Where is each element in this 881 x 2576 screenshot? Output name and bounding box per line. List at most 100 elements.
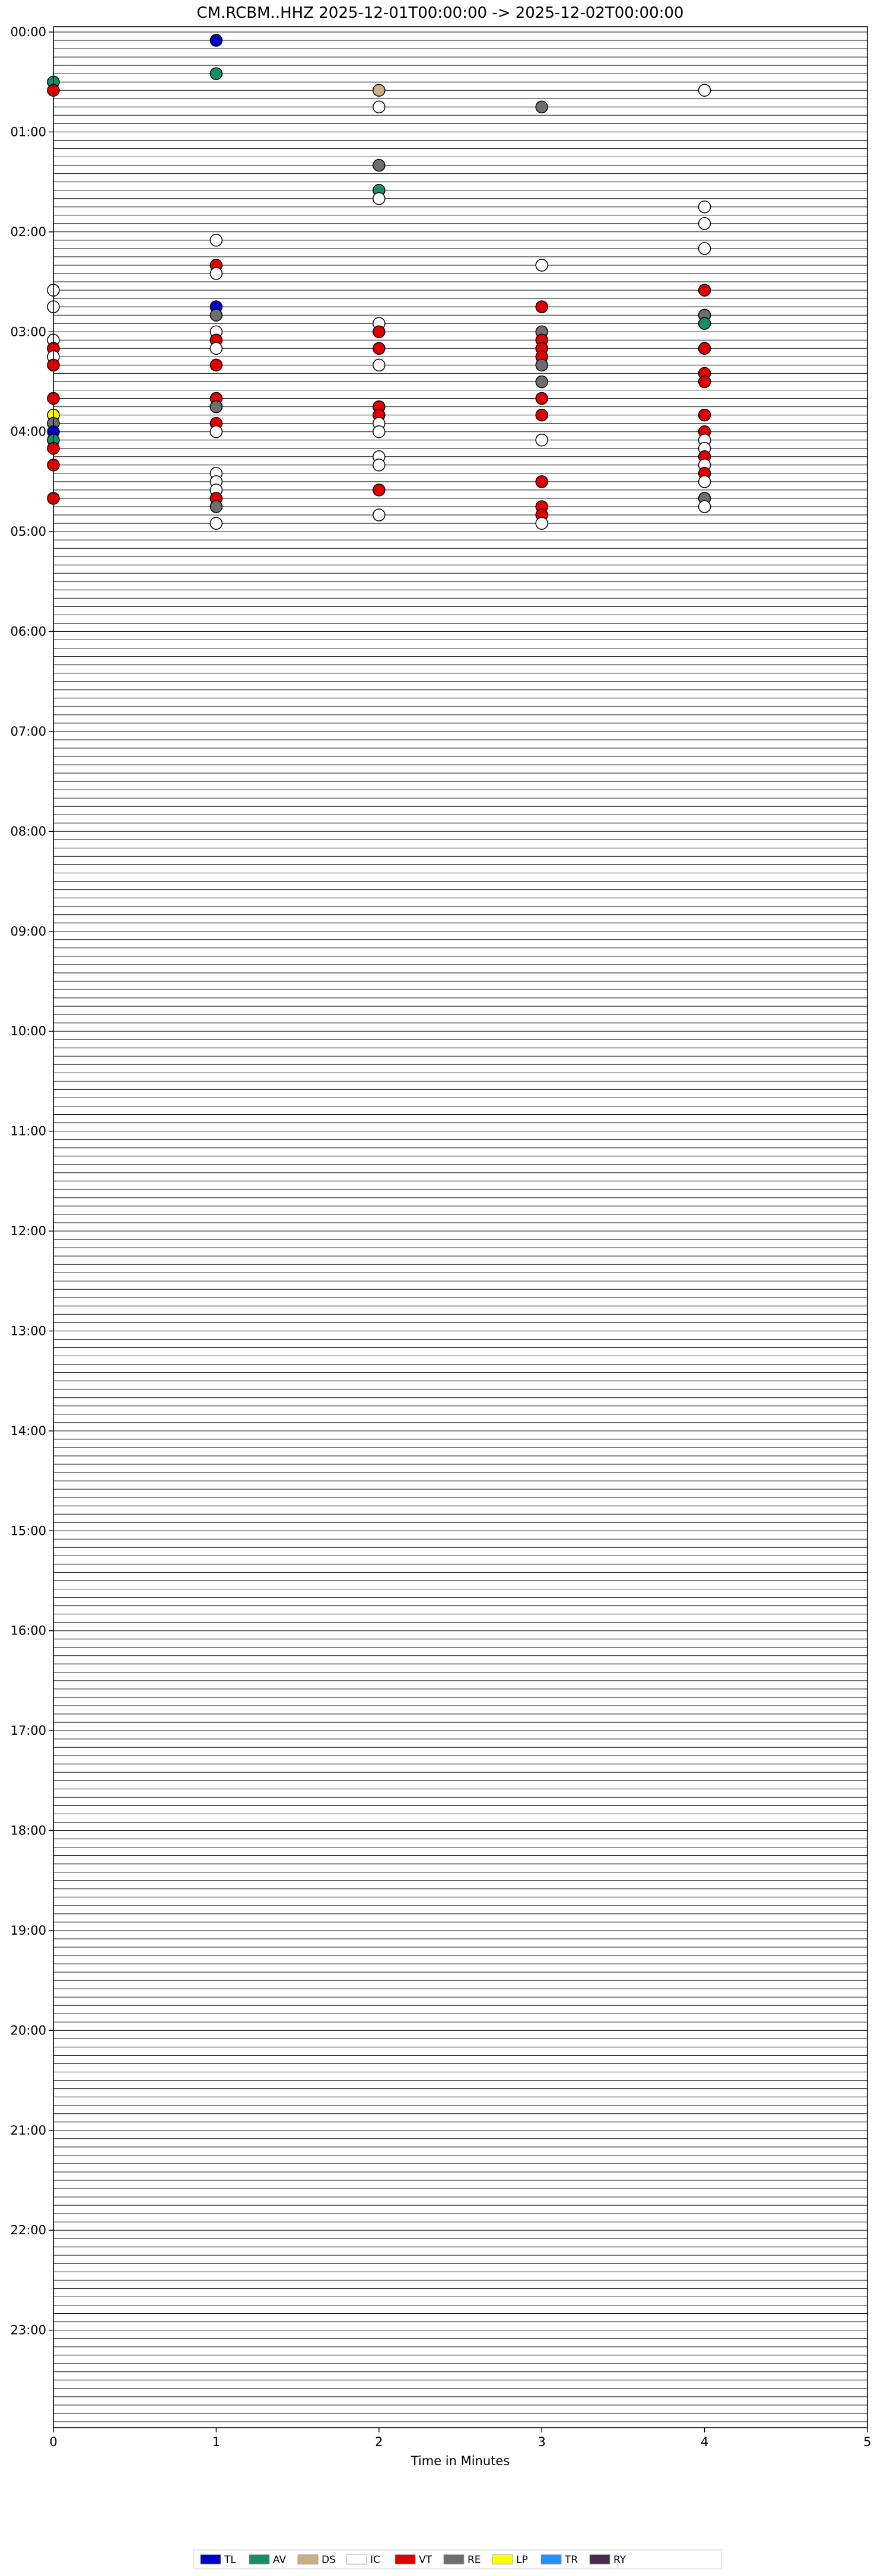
legend-swatch xyxy=(492,2554,513,2565)
y-tick-label: 01:00 xyxy=(10,125,46,139)
legend-label: TL xyxy=(224,2554,236,2566)
event-marker-ic xyxy=(535,517,548,530)
legend-swatch xyxy=(249,2554,270,2565)
legend-label: AV xyxy=(273,2554,287,2566)
y-tick-label: 12:00 xyxy=(10,1224,46,1238)
legend-swatch xyxy=(589,2554,610,2565)
legend-label: IC xyxy=(370,2554,380,2566)
y-tick-label: 22:00 xyxy=(10,2223,46,2237)
y-tick-label: 04:00 xyxy=(10,425,46,439)
event-marker-ic xyxy=(373,100,386,114)
event-marker-re xyxy=(209,400,223,414)
y-tick-label: 00:00 xyxy=(10,25,46,39)
event-marker-ic xyxy=(209,234,223,247)
event-marker-ic xyxy=(373,192,386,205)
event-marker-ic xyxy=(535,433,548,447)
event-marker-vt xyxy=(698,342,711,355)
x-tick-label: 1 xyxy=(212,2435,220,2449)
event-marker-ic xyxy=(373,425,386,438)
x-tick-label: 5 xyxy=(863,2435,871,2449)
x-tick-label: 4 xyxy=(701,2435,708,2449)
legend-swatch xyxy=(297,2554,319,2565)
x-tick-label: 2 xyxy=(375,2435,383,2449)
y-tick-label: 02:00 xyxy=(10,225,46,239)
legend-swatch xyxy=(540,2554,562,2565)
legend-label: VT xyxy=(419,2554,432,2566)
event-marker-ic xyxy=(698,475,711,488)
legend: TL AV DS IC VT RE LP TR RY xyxy=(193,2549,722,2569)
legend-label: TR xyxy=(564,2554,578,2566)
event-marker-vt xyxy=(373,342,386,355)
x-tick-label: 3 xyxy=(538,2435,546,2449)
event-marker-ic xyxy=(698,500,711,513)
legend-label: RE xyxy=(467,2554,481,2566)
event-marker-ic xyxy=(698,84,711,97)
y-tick-label: 10:00 xyxy=(10,1024,46,1038)
event-marker-tl xyxy=(209,34,223,47)
event-marker-av xyxy=(209,67,223,80)
event-marker-ic xyxy=(698,242,711,255)
event-marker-ic xyxy=(209,267,223,280)
event-marker-re xyxy=(535,375,548,389)
chart-title: CM.RCBM..HHZ 2025-12-01T00:00:00 -> 2025… xyxy=(197,4,684,22)
x-axis-label: Time in Minutes xyxy=(411,2454,510,2468)
event-marker-vt xyxy=(698,408,711,422)
y-tick-label: 13:00 xyxy=(10,1324,46,1338)
event-marker-vt xyxy=(535,300,548,313)
legend-label: LP xyxy=(516,2554,528,2566)
y-tick-label: 11:00 xyxy=(10,1124,46,1138)
y-tick-label: 16:00 xyxy=(10,1624,46,1638)
event-marker-ic xyxy=(209,517,223,530)
y-tick-label: 03:00 xyxy=(10,325,46,339)
event-marker-ic xyxy=(535,259,548,272)
event-marker-ic xyxy=(209,425,223,438)
event-marker-re xyxy=(209,500,223,513)
legend-label: DS xyxy=(322,2554,336,2566)
legend-swatch xyxy=(395,2554,416,2565)
event-marker-vt xyxy=(698,284,711,297)
event-marker-vt xyxy=(373,325,386,339)
event-marker-vt xyxy=(535,392,548,405)
y-tick-label: 06:00 xyxy=(10,625,46,639)
y-tick-label: 15:00 xyxy=(10,1524,46,1538)
legend-swatch xyxy=(346,2554,367,2565)
event-marker-ic xyxy=(698,217,711,230)
y-axis-ticks: 00:00 01:00 02:00 03:00 04:00 05:00 06:00 07:00… xyxy=(10,25,53,2338)
event-marker-vt xyxy=(535,475,548,488)
y-tick-label: 19:00 xyxy=(10,1923,46,1938)
y-tick-label: 14:00 xyxy=(10,1424,46,1438)
event-marker-re xyxy=(535,358,548,372)
event-marker-av xyxy=(698,317,711,330)
event-marker-vt xyxy=(535,408,548,422)
legend-label: RY xyxy=(613,2554,626,2566)
event-marker-ic xyxy=(373,358,386,372)
event-marker-ic xyxy=(698,200,711,214)
event-marker-ic xyxy=(373,459,386,472)
event-marker-vt xyxy=(698,375,711,389)
y-tick-label: 09:00 xyxy=(10,924,46,939)
y-tick-label: 05:00 xyxy=(10,524,46,539)
y-tick-label: 08:00 xyxy=(10,824,46,838)
x-axis-ticks: 0 1 2 3 4 5 xyxy=(49,2428,872,2449)
plot-frame xyxy=(53,26,868,2428)
event-marker-ic xyxy=(373,508,386,521)
event-marker-re xyxy=(209,309,223,322)
x-tick-label: 0 xyxy=(49,2435,57,2449)
event-marker-ic xyxy=(209,342,223,355)
event-marker-ds xyxy=(373,84,386,97)
event-marker-re xyxy=(535,100,548,114)
legend-swatch xyxy=(200,2554,221,2565)
y-tick-label: 07:00 xyxy=(10,724,46,739)
y-tick-label: 21:00 xyxy=(10,2123,46,2138)
y-tick-label: 20:00 xyxy=(10,2023,46,2037)
legend-swatch xyxy=(443,2554,465,2565)
event-marker-vt xyxy=(373,484,386,497)
y-tick-label: 18:00 xyxy=(10,1824,46,1838)
event-marker-vt xyxy=(209,358,223,372)
legend-frame xyxy=(193,2549,722,2569)
y-tick-label: 23:00 xyxy=(10,2323,46,2338)
trace-lines xyxy=(53,31,867,2422)
y-tick-label: 17:00 xyxy=(10,1723,46,1738)
event-marker-re xyxy=(373,158,386,172)
